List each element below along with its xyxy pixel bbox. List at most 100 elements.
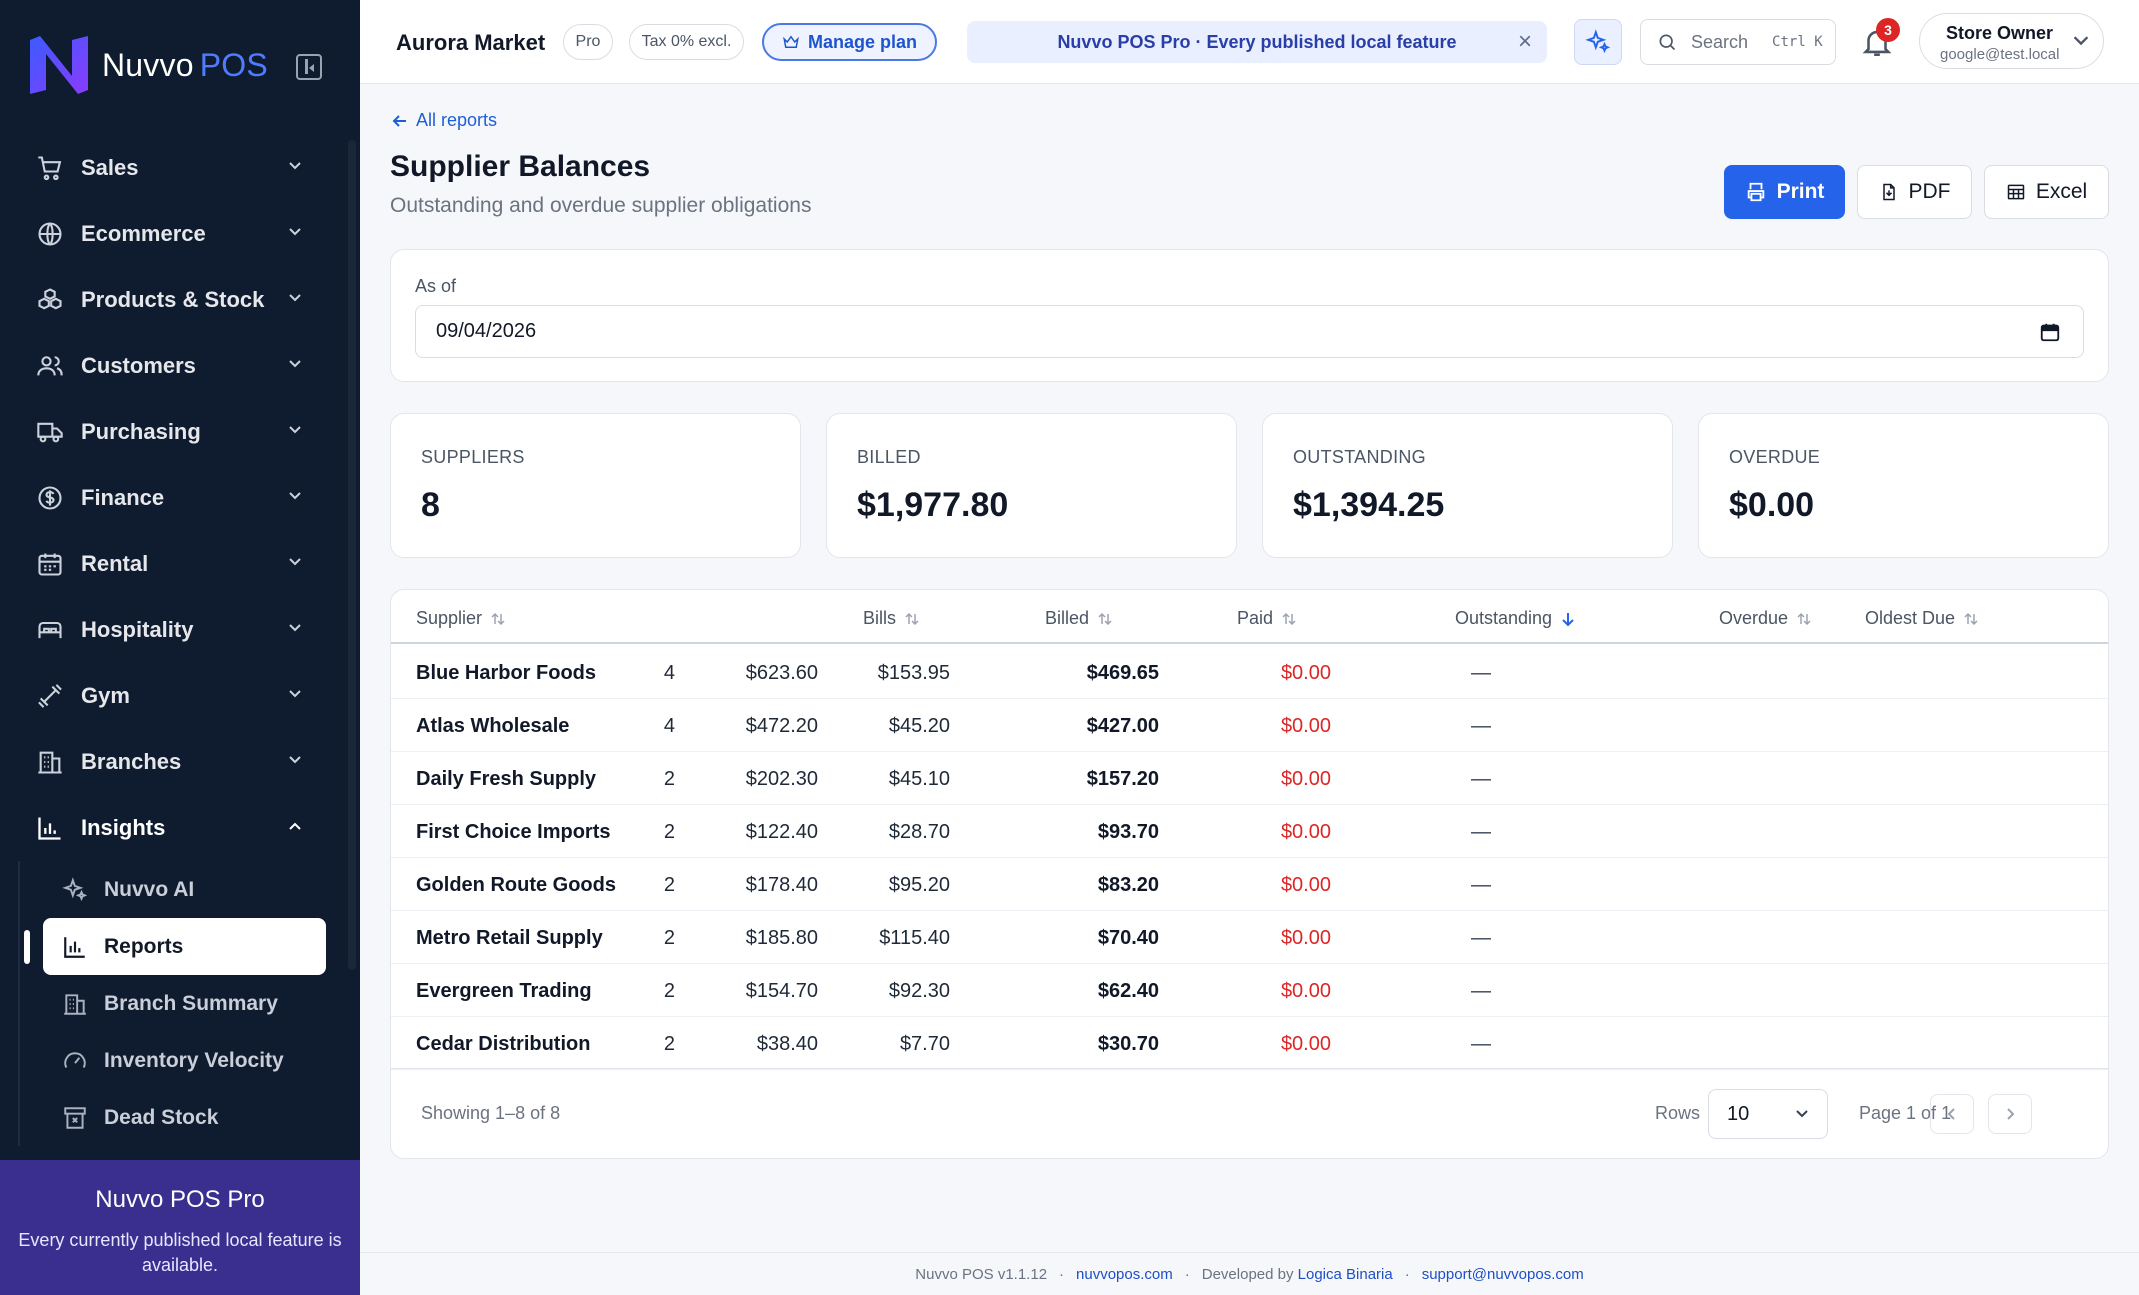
pdf-button[interactable]: PDF (1857, 165, 1972, 219)
table-row[interactable]: Blue Harbor Foods 4 $623.60 $153.95 $469.65 $… (391, 646, 2108, 699)
sidebar-item-dead-stock[interactable]: Dead Stock (0, 1089, 340, 1146)
sidebar-item-branches[interactable]: Branches (0, 729, 340, 795)
table-cell-supplier: Atlas Wholesale (416, 715, 570, 737)
filter-card: As of 09/04/2026 (390, 249, 2109, 382)
dumbbell-icon (36, 682, 64, 710)
table-row[interactable]: Evergreen Trading 2 $154.70 $92.30 $62.40 $0.… (391, 964, 2108, 1017)
pdf-label: PDF (1908, 180, 1951, 203)
print-label: Print (1776, 180, 1825, 203)
sidebar-item-ecommerce[interactable]: Ecommerce (0, 201, 340, 267)
stat-value: $1,394.25 (1293, 486, 1445, 524)
table-icon (2007, 184, 2025, 200)
column-header-outstanding[interactable]: Outstanding (1455, 608, 1576, 629)
sidebar-item-nuvvo-ai[interactable]: Nuvvo AI (0, 861, 340, 918)
sidebar-item-purchasing[interactable]: Purchasing (0, 399, 340, 465)
as-of-date-input[interactable]: 09/04/2026 (415, 305, 2084, 358)
brand[interactable]: Nuvvo POS (26, 32, 326, 98)
table-cell-billed: $202.30 (745, 768, 818, 790)
table-cell-billed: $122.40 (745, 821, 818, 843)
chevron-down-icon (289, 162, 301, 170)
insights-submenu: Nuvvo AI Reports Branch Summary Inventor… (0, 861, 340, 1146)
promo-title: Nuvvo POS Pro (95, 1186, 265, 1213)
column-header-billed[interactable]: Billed (1045, 608, 1113, 629)
sidebar: Nuvvo POS Sales Ecommerce Products & Stoc… (0, 0, 360, 1295)
plan-promo: Nuvvo POS Pro Every currently published … (0, 1160, 360, 1295)
rows-per-page-value: 10 (1727, 1102, 1750, 1125)
table-cell-bills: 4 (663, 715, 675, 737)
table-cell-billed: $178.40 (745, 874, 818, 896)
page-indicator: Page 1 of 1 (1859, 1103, 1952, 1123)
calendar-icon[interactable] (2039, 321, 2061, 343)
gauge-icon (62, 1048, 88, 1074)
column-header-bills[interactable]: Bills (863, 608, 920, 629)
sidebar-scrollbar[interactable] (348, 140, 356, 970)
developer-credit: Developed by Logica Binaria (1201, 1265, 1393, 1283)
table-cell-oldest-due: — (1471, 927, 1491, 949)
print-button[interactable]: Print (1724, 165, 1845, 219)
chart-icon (36, 814, 64, 842)
search-input[interactable]: Search Ctrl K (1640, 19, 1836, 65)
sidebar-item-gym[interactable]: Gym (0, 663, 340, 729)
sidebar-item-insights[interactable]: Insights (0, 795, 340, 861)
store-name[interactable]: Aurora Market (396, 30, 546, 55)
ai-assistant-button[interactable] (1574, 19, 1622, 65)
table-row[interactable]: Atlas Wholesale 4 $472.20 $45.20 $427.00 $0.0… (391, 699, 2108, 752)
previous-page-button[interactable] (1930, 1094, 1974, 1134)
sidebar-item-hospitality[interactable]: Hospitality (0, 597, 340, 663)
table-cell-outstanding: $157.20 (1086, 768, 1159, 790)
table-row[interactable]: Daily Fresh Supply 2 $202.30 $45.10 $157.20 $… (391, 752, 2108, 805)
rows-per-page-select[interactable]: 10 (1708, 1089, 1828, 1139)
table-cell-supplier: First Choice Imports (416, 821, 611, 843)
support-email-link[interactable]: support@nuvvopos.com (1421, 1265, 1584, 1283)
footer-separator: · (1184, 1265, 1190, 1283)
sidebar-item-customers[interactable]: Customers (0, 333, 340, 399)
column-header-paid[interactable]: Paid (1237, 608, 1297, 629)
table-cell-supplier: Golden Route Goods (416, 874, 616, 896)
table-footer: Showing 1–8 of 8 Rows 10 Page 1 of 1 (391, 1068, 2108, 1158)
page-subtitle: Outstanding and overdue supplier obligat… (390, 194, 812, 217)
table-row[interactable]: First Choice Imports 2 $122.40 $28.70 $93.70… (391, 805, 2108, 858)
sidebar-item-inventory-velocity[interactable]: Inventory Velocity (0, 1032, 340, 1089)
table-row[interactable]: Metro Retail Supply 2 $185.80 $115.40 $70.40… (391, 911, 2108, 964)
page-title: Supplier Balances (390, 150, 651, 183)
column-header-oldest-due[interactable]: Oldest Due (1865, 608, 1979, 629)
table-cell-overdue: $0.00 (1280, 980, 1331, 1002)
website-link[interactable]: nuvvopos.com (1076, 1265, 1173, 1283)
search-placeholder: Search (1691, 31, 1749, 52)
user-menu[interactable]: Store Owner google@test.local (1919, 13, 2104, 69)
table-row[interactable]: Cedar Distribution 2 $38.40 $7.70 $30.70 $0.0… (391, 1017, 2108, 1070)
column-header-supplier[interactable]: Supplier (416, 608, 506, 629)
sidebar-item-label: Branches (81, 749, 182, 774)
table-cell-bills: 2 (663, 874, 675, 896)
sort-icon (1964, 612, 1978, 625)
table-cell-oldest-due: — (1471, 1033, 1491, 1055)
table-cell-bills: 2 (663, 927, 675, 949)
table-cell-paid: $45.10 (888, 768, 950, 790)
table-cell-overdue: $0.00 (1280, 768, 1331, 790)
sidebar-item-label: Finance (81, 485, 165, 510)
collapse-sidebar-icon[interactable] (296, 54, 322, 80)
table-cell-overdue: $0.00 (1280, 662, 1331, 684)
sidebar-item-rental[interactable]: Rental (0, 531, 340, 597)
table-cell-overdue: $0.00 (1280, 715, 1331, 737)
column-header-overdue[interactable]: Overdue (1719, 608, 1812, 629)
back-to-reports-link[interactable]: All reports (392, 110, 497, 131)
table-cell-supplier: Blue Harbor Foods (416, 662, 597, 684)
sidebar-item-branch-summary[interactable]: Branch Summary (0, 975, 340, 1032)
table-cell-oldest-due: — (1471, 715, 1491, 737)
next-page-button[interactable] (1988, 1094, 2032, 1134)
excel-button[interactable]: Excel (1984, 165, 2109, 219)
close-icon[interactable]: × (1517, 28, 1532, 55)
manage-plan-button[interactable]: Manage plan (762, 23, 937, 61)
sidebar-item-finance[interactable]: Finance (0, 465, 340, 531)
sidebar-item-sales[interactable]: Sales (0, 135, 340, 201)
table-header: Supplier Bills Billed Paid Outstanding O… (391, 590, 2108, 644)
chevron-down-icon (289, 294, 301, 302)
table-cell-billed: $38.40 (756, 1033, 818, 1055)
rows-per-page-label: Rows (1655, 1103, 1701, 1123)
table-row[interactable]: Golden Route Goods 2 $178.40 $95.20 $83.20 $0… (391, 858, 2108, 911)
sidebar-item-reports[interactable]: Reports (24, 918, 326, 975)
sidebar-item-products-stock[interactable]: Products & Stock (0, 267, 340, 333)
developer-link[interactable]: Logica Binaria (1297, 1265, 1393, 1283)
sidebar-item-label: Sales (81, 155, 139, 180)
